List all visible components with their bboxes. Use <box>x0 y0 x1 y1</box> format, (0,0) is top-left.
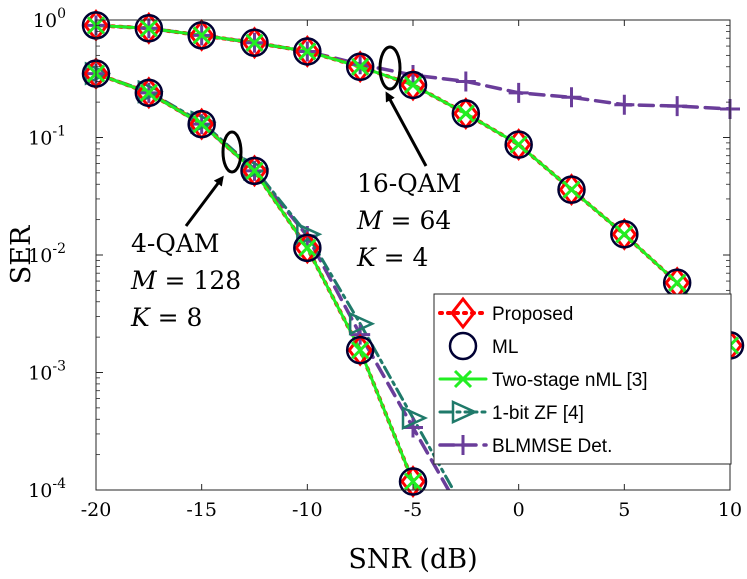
legend-marker-ml <box>448 331 478 361</box>
annotation-16qam-line: 16-QAM <box>357 169 461 198</box>
two-stage-nml-3-16-qam-marker <box>403 75 423 95</box>
ml-4-qam-marker <box>293 233 322 263</box>
ml-16-qam-marker <box>610 220 639 249</box>
group-ellipse-16qam <box>378 45 402 91</box>
two-stage-nml-3-16-qam-marker <box>615 225 634 244</box>
blmmse-det-16-qam-marker <box>455 71 476 92</box>
y-tick-label: 10-3 <box>28 359 66 385</box>
1-bit-zf-4-4-qam-marker <box>348 311 376 336</box>
legend-label-1-bit-zf-4: 1-bit ZF [4] <box>492 403 584 424</box>
x-tick-label: 10 <box>718 499 742 521</box>
x-tick-label: -20 <box>81 499 112 521</box>
y-tick-label: 100 <box>33 6 66 32</box>
x-axis-label: SNR (dB) <box>348 544 477 575</box>
ml-16-qam-marker <box>134 14 164 43</box>
ml-16-qam-marker <box>557 175 586 204</box>
two-stage-nml-3-16-qam-marker <box>298 42 317 61</box>
legend-marker-proposed <box>450 296 476 330</box>
legend-marker-blmmse-det <box>453 435 473 455</box>
y-axis-label: SER <box>6 225 37 284</box>
blmmse-det-16-qam-marker <box>350 54 371 75</box>
x-tick-label: 0 <box>513 499 525 521</box>
blmmse-det-16-qam-marker <box>667 96 688 117</box>
two-stage-nml-3-4-qam-marker <box>298 238 317 257</box>
ml-16-qam-marker <box>451 99 481 128</box>
ml-16-qam-marker <box>240 28 269 58</box>
legend-marker-1-bit-zf-4 <box>451 400 479 424</box>
x-tick-label: 5 <box>618 499 630 521</box>
ml-16-qam-marker <box>293 37 322 66</box>
legend-label-two-stage-nml-3: Two-stage nML [3] <box>492 370 648 391</box>
two-stage-nml-3-4-qam-marker <box>139 83 158 102</box>
1-bit-zf-4-4-qam-marker <box>401 406 429 430</box>
annotation-4qam-line: M = 128 <box>130 266 241 295</box>
y-tick-label: 10-4 <box>28 476 66 502</box>
legend-label-ml: ML <box>492 337 518 358</box>
two-stage-nml-3-4-qam-marker <box>245 161 264 180</box>
y-tick-label: 10-2 <box>28 241 66 267</box>
ml-4-qam-marker <box>240 156 269 186</box>
x-tick-label: -15 <box>186 499 217 521</box>
ml-16-qam-marker <box>504 130 533 159</box>
arrow-16qam <box>385 91 428 167</box>
two-stage-nml-3-4-qam-marker <box>192 115 211 134</box>
1-bit-zf-4-4-qam-marker <box>296 222 323 247</box>
blmmse-det-16-qam-marker <box>561 87 582 108</box>
two-stage-nml-3-16-qam-marker <box>139 19 158 38</box>
annotation-16qam-line: M = 64 <box>356 206 451 235</box>
x-tick-label: -10 <box>292 499 323 521</box>
ml-4-qam-marker <box>134 78 164 108</box>
y-tick-label: 10-1 <box>28 124 66 150</box>
arrow-4qam <box>184 175 224 227</box>
two-stage-nml-3-16-qam-marker <box>562 180 581 199</box>
two-stage-nml-3-4-qam-marker <box>351 341 370 360</box>
legend-label-proposed: Proposed <box>492 304 573 325</box>
blmmse-det-16-qam-marker <box>614 94 635 115</box>
legend-label-blmmse-det: BLMMSE Det. <box>492 436 612 457</box>
legend-marker-two-stage-nml-3 <box>453 369 473 389</box>
group-ellipse-4qam <box>221 130 243 174</box>
blmmse-det-16-qam-marker <box>508 82 529 103</box>
annotation-4qam-line: K = 8 <box>130 303 202 332</box>
x-tick-label: -5 <box>404 499 423 521</box>
ml-4-qam-marker <box>398 467 428 496</box>
annotation-4qam-line: 4-QAM <box>131 229 220 258</box>
ml-16-qam-marker <box>345 52 375 82</box>
two-stage-nml-3-16-qam-marker <box>192 26 211 45</box>
two-stage-nml-3-16-qam-marker <box>245 33 264 52</box>
ml-4-qam-marker <box>187 109 216 139</box>
two-stage-nml-3-4-qam-marker <box>403 472 423 491</box>
two-stage-nml-3-16-qam-marker <box>668 273 687 292</box>
two-stage-nml-3-16-qam-marker <box>456 104 475 123</box>
two-stage-nml-3-16-qam-marker <box>351 57 370 76</box>
ml-4-qam-marker <box>345 335 375 365</box>
two-stage-nml-3-16-qam-marker <box>509 135 528 154</box>
annotation-16qam-line: K = 4 <box>356 243 428 272</box>
ml-16-qam-marker <box>398 70 428 100</box>
